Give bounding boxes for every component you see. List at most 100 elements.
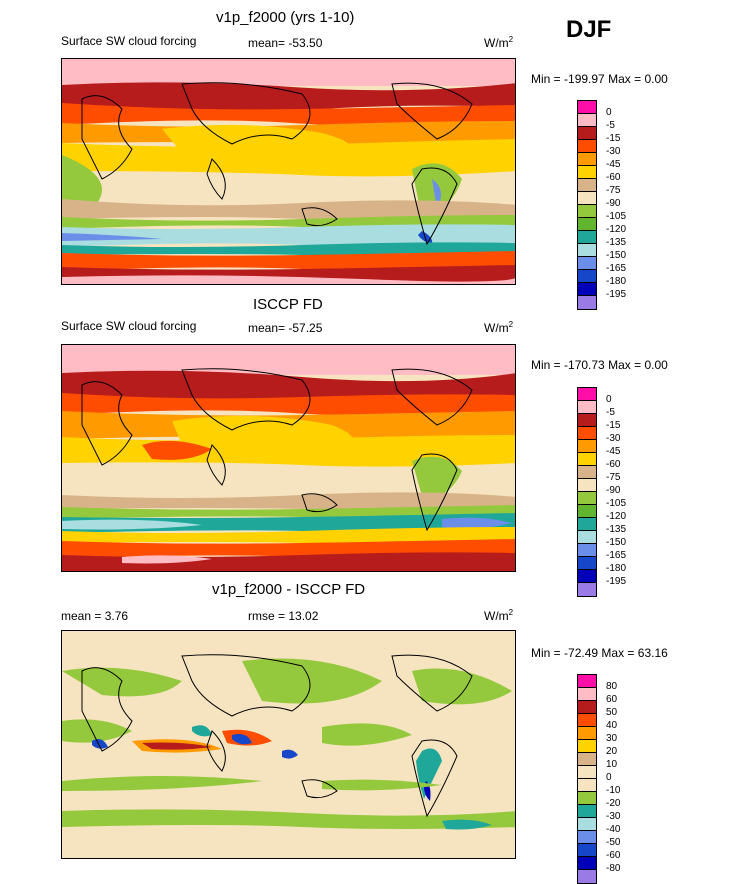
panel-2-min-value: -170.73 [564,358,605,372]
colorbar-swatch [578,766,596,779]
panel-2-mean-label: mean= [248,321,286,335]
colorbar-tick-label: -20 [606,798,621,809]
colorbar-tick-label: -40 [606,824,621,835]
panel-1-map [61,58,516,285]
panel-3-mean-label: mean = [61,609,102,623]
colorbar-swatch [578,779,596,792]
colorbar-swatch [578,192,596,205]
colorbar-tick-label: -45 [606,446,621,457]
colorbar-swatch [578,701,596,714]
colorbar-swatch [578,244,596,257]
colorbar-swatch [578,688,596,701]
colorbar-swatch [578,427,596,440]
colorbar-swatch [578,414,596,427]
panel-2-mean: mean= -57.25 [248,321,322,335]
colorbar-tick-label: -75 [606,185,621,196]
colorbar-swatch [578,870,596,883]
colorbar-swatch [578,740,596,753]
colorbar-swatch [578,831,596,844]
colorbar-swatch [578,479,596,492]
panel-2-title: ISCCP FD [253,296,323,313]
panel-2-mean-value: -57.25 [288,321,323,335]
colorbar-swatch [578,140,596,153]
colorbar-swatch [578,453,596,466]
colorbar-tick-label: -30 [606,433,621,444]
colorbar-swatch [578,557,596,570]
colorbar-tick-label: -150 [606,250,627,261]
colorbar-tick-label: -195 [606,576,627,587]
panel-3-title: v1p_f2000 - ISCCP FD [212,581,366,598]
panel-1-minmax: Min = -199.97 Max = 0.00 [531,72,668,86]
colorbar-tick-label: 10 [606,759,618,770]
colorbar-tick-label: -120 [606,511,627,522]
colorbar-swatch [578,166,596,179]
panel-3-mean: mean = 3.76 [61,609,128,623]
panel-1-max-value: 0.00 [644,72,668,86]
colorbar-tick-label: -165 [606,550,627,561]
colorbar-tick-label: 0 [606,107,612,118]
colorbar-tick-label: -5 [606,120,615,131]
colorbar-swatch [578,844,596,857]
colorbar-swatch [578,492,596,505]
panel-1-units-sup: 2 [508,35,514,44]
panel-1-units: W/m2 [484,35,513,50]
colorbar-swatch [578,792,596,805]
panel-1-min-label: Min = [531,72,561,86]
colorbar-tick-label: -150 [606,537,627,548]
colorbar-tick-label: -15 [606,133,621,144]
colorbar-swatch [578,714,596,727]
colorbar-swatch [578,466,596,479]
colorbar-tick-label: -45 [606,159,621,170]
panel-1-variable-label: Surface SW cloud forcing [61,34,197,48]
panel-2-max-label: Max = [608,358,642,372]
panel-3-units-base: W/m [484,609,509,623]
panel-1-mean-label: mean= [248,36,286,50]
colorbar-swatch [578,727,596,740]
panel-3-minmax: Min = -72.49 Max = 63.16 [531,646,668,660]
panel-1-mean-value: -53.50 [288,36,323,50]
colorbar-tick-label: -30 [606,811,621,822]
panel-2-max-value: 0.00 [644,358,668,372]
colorbar-tick-label: -10 [606,785,621,796]
colorbar-tick-label: 0 [606,394,612,405]
colorbar-swatch [578,153,596,166]
colorbar-swatch [578,270,596,283]
colorbar-swatch [578,101,596,114]
colorbar-tick-label: -60 [606,850,621,861]
colorbar-swatch [578,570,596,583]
panel-2-units-sup: 2 [508,320,514,329]
season-label: DJF [566,16,612,43]
colorbar-tick-label: -15 [606,420,621,431]
colorbar-swatch [578,283,596,296]
colorbar-tick-label: -165 [606,263,627,274]
colorbar-swatch [578,127,596,140]
panel-3-rmse: rmse = 13.02 [248,609,318,623]
colorbar-tick-label: -90 [606,198,621,209]
colorbar-swatch [578,440,596,453]
panel-3-max-label: Max = [601,646,635,660]
colorbar-tick-label: 0 [606,772,612,783]
colorbar-swatch [578,518,596,531]
panel-3-rmse-value: 13.02 [288,609,319,623]
colorbar-swatch [578,388,596,401]
panel-1-colorbar [577,100,597,310]
panel-3-map [61,630,516,859]
colorbar-swatch [578,818,596,831]
panel-3-units-sup: 2 [508,608,514,617]
colorbar-swatch [578,205,596,218]
colorbar-tick-label: 60 [606,694,618,705]
panel-1-title: v1p_f2000 (yrs 1-10) [216,9,355,26]
colorbar-tick-label: -60 [606,172,621,183]
colorbar-tick-label: -135 [606,524,627,535]
panel-2-variable-label: Surface SW cloud forcing [61,319,197,333]
panel-1-mean: mean= -53.50 [248,36,322,50]
colorbar-tick-label: -50 [606,837,621,848]
panel-1-units-base: W/m [484,36,509,50]
panel-3-min-label: Min = [531,646,561,660]
colorbar-tick-label: 50 [606,707,618,718]
colorbar-tick-label: -30 [606,146,621,157]
panel-2-colorbar [577,387,597,597]
colorbar-swatch [578,531,596,544]
colorbar-tick-label: -90 [606,485,621,496]
panel-2-units: W/m2 [484,320,513,335]
